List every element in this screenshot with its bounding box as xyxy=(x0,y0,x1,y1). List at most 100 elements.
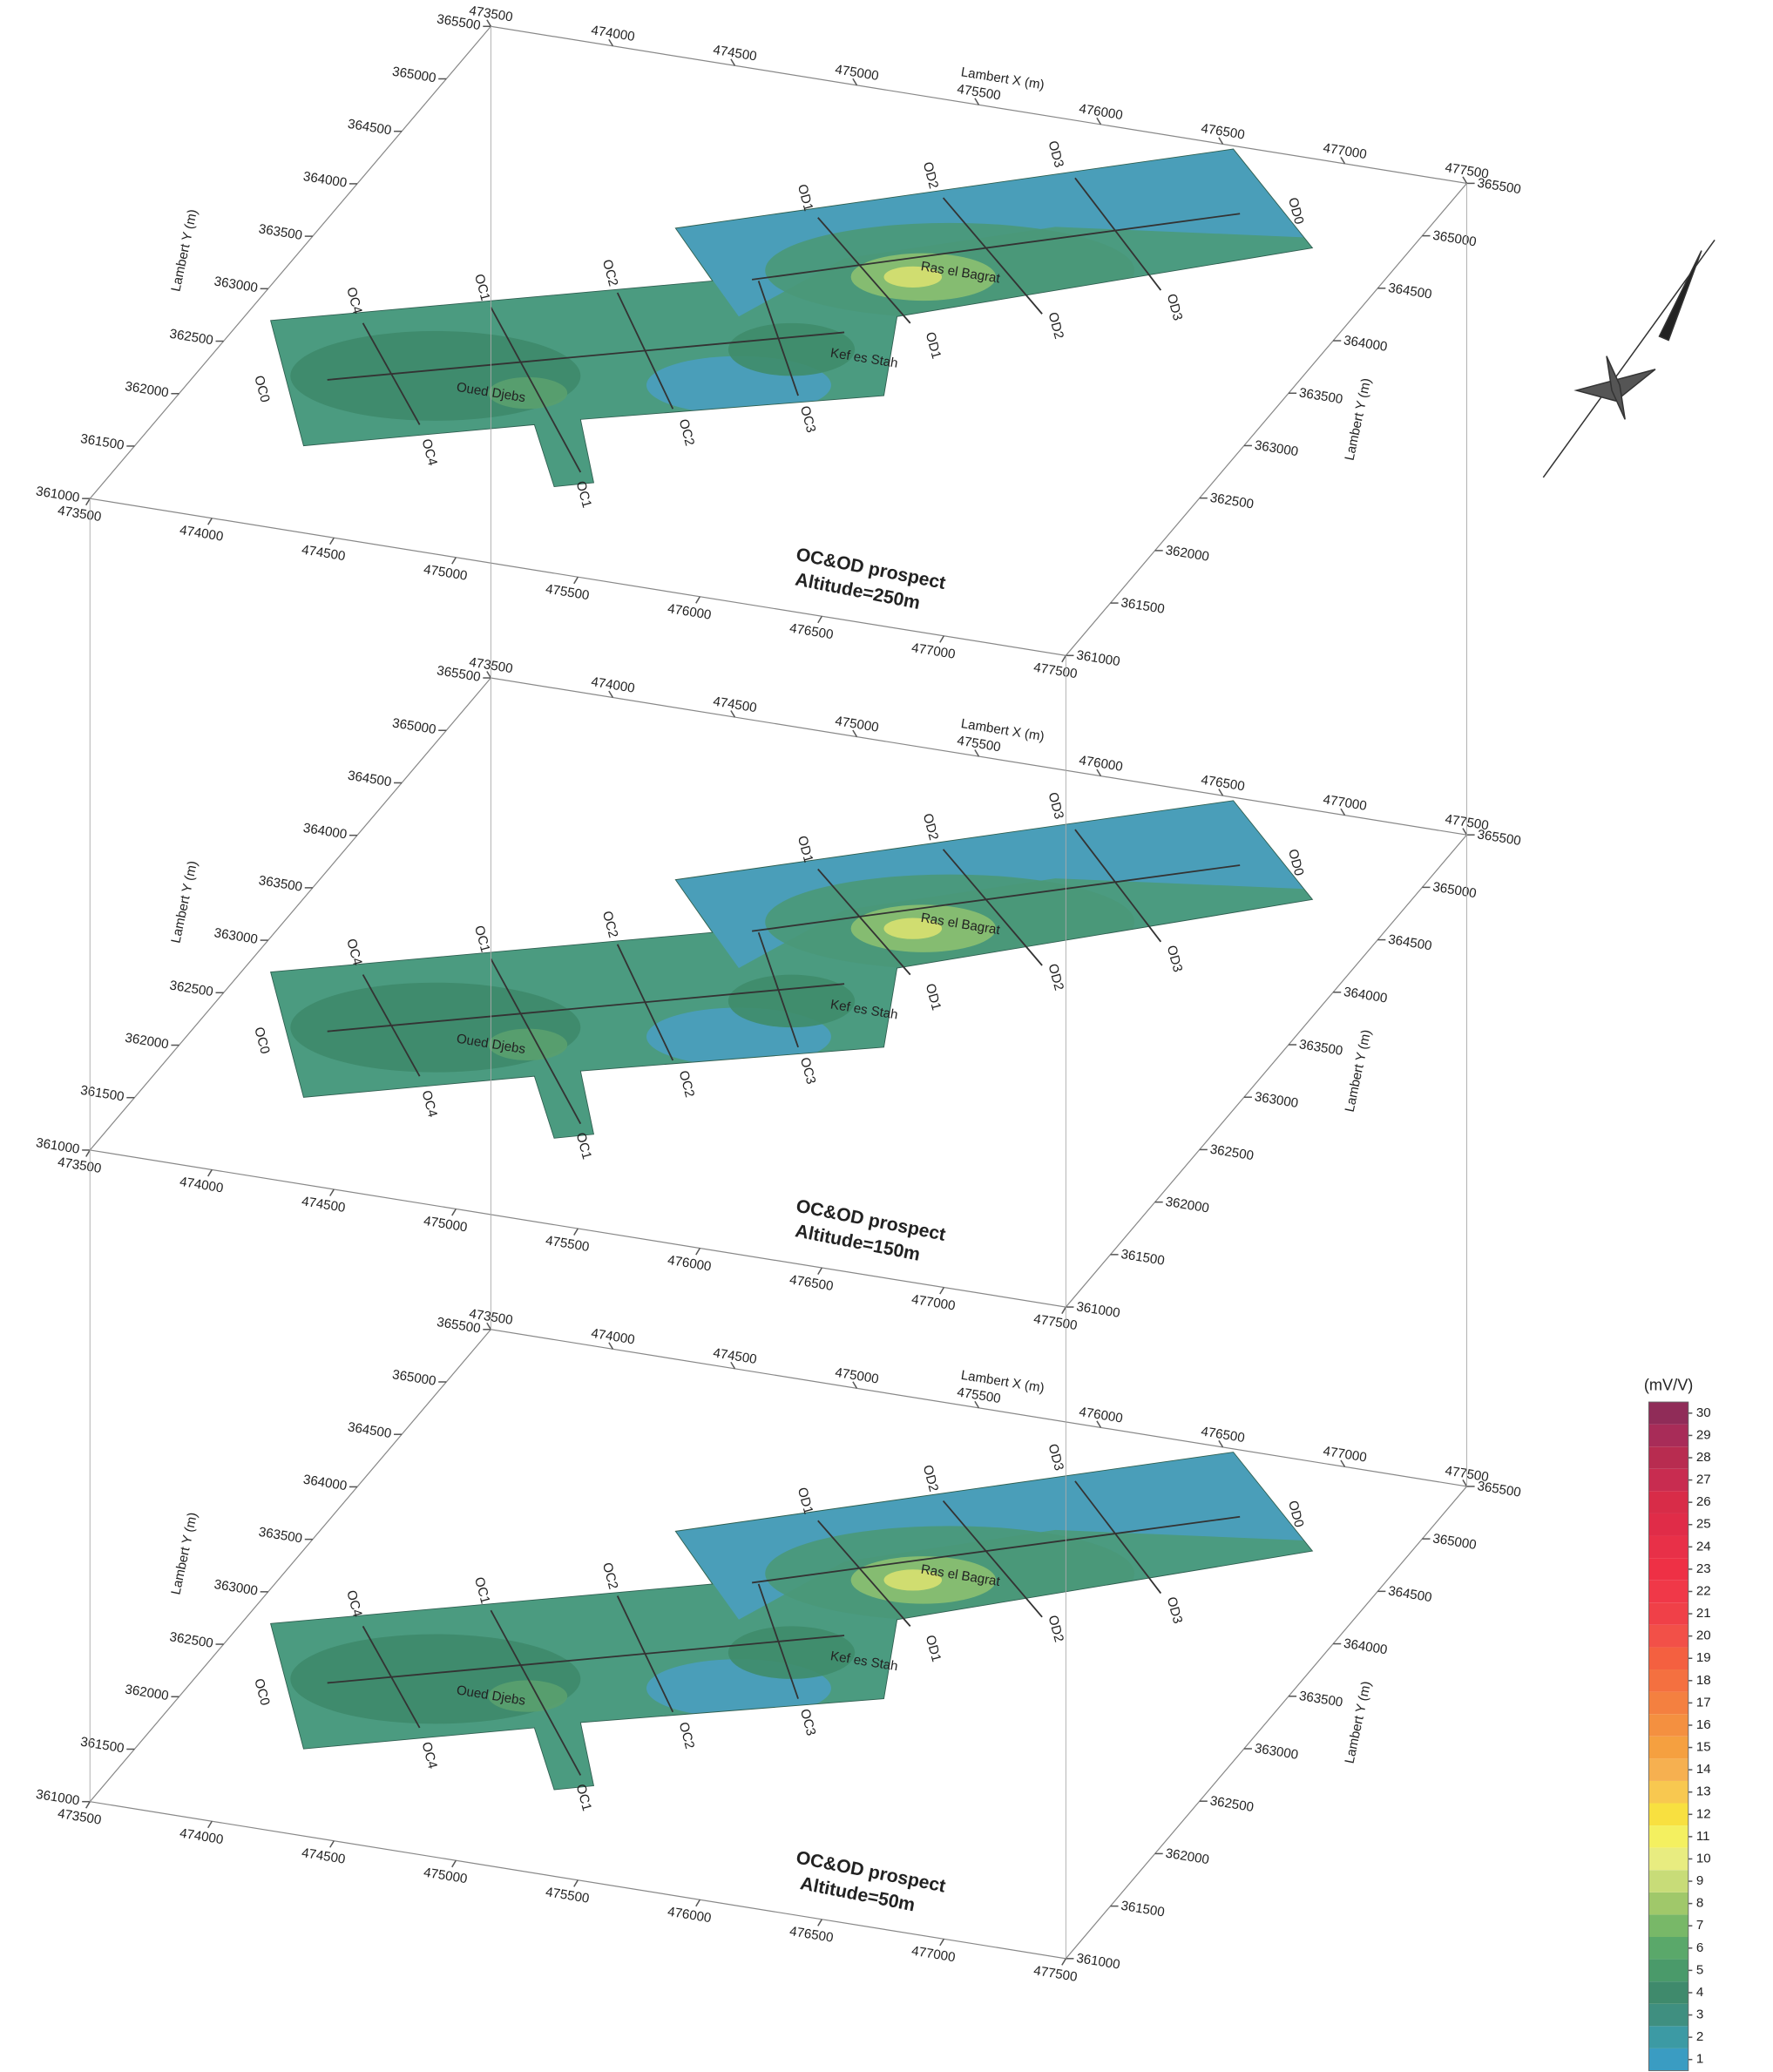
line-label: OC1 xyxy=(471,924,492,953)
colorbar-segment xyxy=(1648,1914,1688,1937)
y-tick-label: 364500 xyxy=(1387,932,1433,954)
colorbar-tick-label: 24 xyxy=(1696,1539,1711,1554)
colorbar-segment xyxy=(1648,2026,1688,2048)
x-tick xyxy=(818,1920,822,1926)
y-tick-label: 363500 xyxy=(258,221,304,243)
x-tick-label: 474500 xyxy=(301,542,347,564)
colorbar-tick-label: 9 xyxy=(1696,1873,1703,1888)
y-tick-label: 365500 xyxy=(1476,176,1522,198)
colorbar-tick-label: 16 xyxy=(1696,1717,1711,1732)
y-tick-label: 362000 xyxy=(1164,1846,1210,1868)
x-tick-label: 474000 xyxy=(590,1326,636,1348)
colorbar-segment xyxy=(1648,1981,1688,2004)
y-tick-label: 363000 xyxy=(213,925,260,947)
x-tick-label: 475500 xyxy=(545,582,591,604)
y-tick-label: 362000 xyxy=(124,1031,170,1053)
panel: OC0OC4OC4OC1OC1OC2OC2OC3OD1OD1OD2OD2OD3O… xyxy=(35,3,1522,682)
y-axis-title: Lambert Y (m) xyxy=(168,1511,200,1596)
y-tick-label: 361000 xyxy=(35,484,81,505)
x-tick xyxy=(574,1880,579,1887)
line-label: OC2 xyxy=(599,910,620,939)
y-tick-label: 365000 xyxy=(1431,1531,1478,1553)
survey-map: OC0OC4OC4OC1OC1OC2OC2OC3OD1OD1OD2OD2OD3O… xyxy=(251,791,1312,1161)
x-tick-label: 475000 xyxy=(834,1365,880,1387)
y-tick-label: 361500 xyxy=(79,1735,125,1757)
line-label: OC4 xyxy=(418,1740,439,1770)
x-tick xyxy=(330,1841,335,1848)
x-tick-label: 475500 xyxy=(545,1233,591,1255)
y-tick-label: 363000 xyxy=(1254,1089,1300,1111)
y-tick-label: 361000 xyxy=(35,1787,81,1809)
x-tick-label: 477000 xyxy=(910,640,957,662)
y-tick-label: 363000 xyxy=(213,1577,260,1599)
y-tick-label: 363000 xyxy=(1254,438,1300,460)
line-label: OD1 xyxy=(923,1634,944,1663)
y-axis-title: Lambert Y (m) xyxy=(1343,376,1375,462)
line-label: OD3 xyxy=(1164,1595,1185,1625)
y-tick-label: 362500 xyxy=(168,1629,214,1651)
x-tick xyxy=(452,1209,457,1215)
colorbar-tick-label: 10 xyxy=(1696,1851,1711,1865)
line-label: OC4 xyxy=(418,1089,439,1119)
y-tick-label: 364000 xyxy=(1343,333,1389,355)
colorbar-segment xyxy=(1648,1625,1688,1648)
x-tick xyxy=(86,498,91,505)
line-label: OC4 xyxy=(418,437,439,467)
x-tick xyxy=(1062,1959,1066,1966)
y-tick-label: 361000 xyxy=(1075,1299,1121,1321)
x-tick-label: 476500 xyxy=(1200,773,1246,795)
line-label: OD2 xyxy=(1045,1614,1066,1643)
y-tick-label: 364500 xyxy=(1387,1583,1433,1605)
x-tick-label: 474000 xyxy=(179,1175,225,1196)
line-label: OC2 xyxy=(676,417,697,447)
survey-map: OC0OC4OC4OC1OC1OC2OC2OC3OD1OD1OD2OD2OD3O… xyxy=(251,139,1312,510)
y-tick-label: 362500 xyxy=(168,978,214,999)
line-label: OD1 xyxy=(923,330,944,360)
line-label: OC2 xyxy=(676,1069,697,1099)
colorbar-segment xyxy=(1648,1848,1688,1871)
colorbar-segment xyxy=(1648,2004,1688,2027)
y-axis-title: Lambert Y (m) xyxy=(168,859,200,945)
x-tick-label: 475000 xyxy=(423,1214,469,1236)
y-tick-label: 365000 xyxy=(391,715,437,737)
x-tick xyxy=(940,1288,944,1295)
colorbar-tick-label: 2 xyxy=(1696,2029,1703,2044)
x-tick-label: 475000 xyxy=(834,714,880,735)
line-label: OD3 xyxy=(1164,944,1185,973)
x-tick xyxy=(574,577,579,584)
colorbar-segment xyxy=(1648,1602,1688,1625)
colorbar-segment xyxy=(1648,1469,1688,1492)
figure: OC0OC4OC4OC1OC1OC2OC2OC3OD1OD1OD2OD2OD3O… xyxy=(0,0,1773,2072)
line-label: OC4 xyxy=(343,1588,364,1618)
y-tick-label: 361000 xyxy=(1075,1951,1121,1973)
colorbar-tick-label: 29 xyxy=(1696,1427,1711,1442)
x-tick-label: 474500 xyxy=(712,694,758,716)
x-tick xyxy=(940,1939,944,1946)
y-tick-label: 365000 xyxy=(1431,228,1478,250)
y-tick-label: 364000 xyxy=(1343,985,1389,1006)
x-tick-label: 477000 xyxy=(1322,1444,1368,1466)
y-tick-label: 361500 xyxy=(1120,1247,1166,1269)
colorbar-tick-label: 6 xyxy=(1696,1940,1703,1955)
y-tick-label: 362500 xyxy=(1209,491,1255,512)
y-tick-label: 362500 xyxy=(168,327,214,349)
y-tick-label: 362000 xyxy=(124,379,170,401)
y-tick-label: 363500 xyxy=(1298,1689,1344,1710)
colorbar-tick-label: 19 xyxy=(1696,1650,1711,1665)
colorbar-segment xyxy=(1648,1714,1688,1737)
y-tick-label: 363000 xyxy=(213,274,260,295)
y-tick-label: 364500 xyxy=(1387,281,1433,302)
x-tick-label: 476000 xyxy=(667,1253,713,1275)
x-tick xyxy=(1062,655,1066,662)
y-tick-label: 364500 xyxy=(347,117,393,139)
line-label: OC2 xyxy=(599,1561,620,1591)
colorbar-segment xyxy=(1648,1781,1688,1804)
y-tick-label: 364000 xyxy=(1343,1636,1389,1658)
colorbar-tick-label: 22 xyxy=(1696,1583,1711,1598)
y-tick-label: 361500 xyxy=(79,1083,125,1105)
y-tick-label: 363500 xyxy=(258,1525,304,1547)
colorbar-segment xyxy=(1648,1960,1688,1982)
line-label: OC0 xyxy=(251,1026,272,1055)
